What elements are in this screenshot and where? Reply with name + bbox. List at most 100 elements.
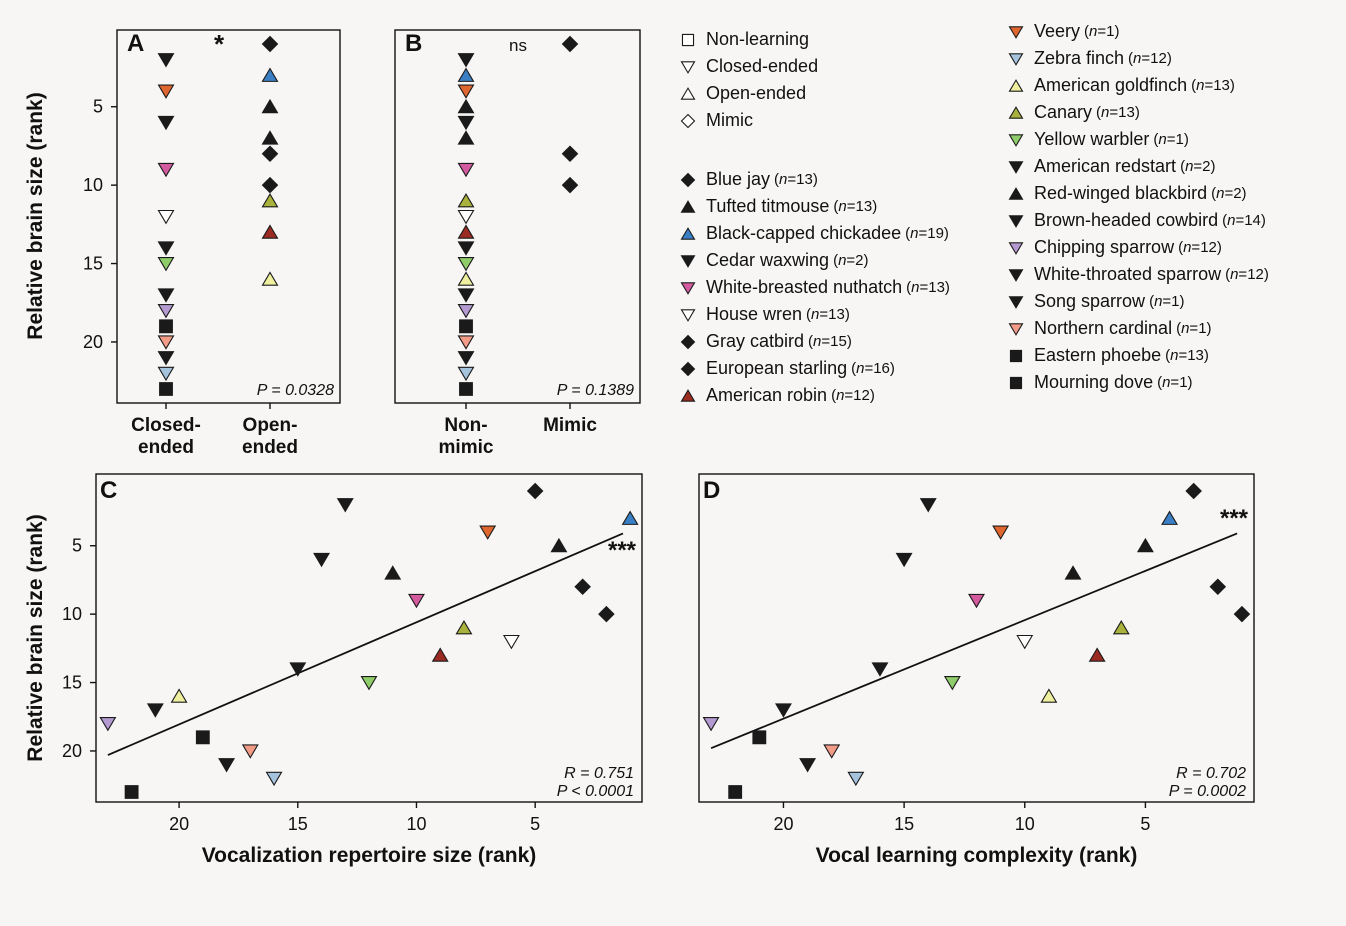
legend-species-name: Gray catbird bbox=[706, 331, 805, 351]
legend-species-tufted_titmouse: Tufted titmouse (n=13) bbox=[680, 193, 950, 220]
legend-sample-size: (n=12) bbox=[1225, 266, 1269, 283]
y-tick-label: 20 bbox=[83, 332, 103, 352]
data-point-mourning_dove bbox=[159, 382, 173, 396]
y-tick-label: 10 bbox=[62, 604, 82, 624]
data-point-chipping_sparrow bbox=[99, 717, 117, 732]
data-point-gray_catbird bbox=[561, 145, 579, 163]
up-marker-icon bbox=[680, 199, 696, 215]
legend-sample-size: (n=13) bbox=[806, 306, 850, 323]
data-point-bh_cowbird bbox=[457, 288, 475, 303]
data-point-rw_blackbird bbox=[1064, 565, 1082, 580]
legend-species-am_redstart: American redstart (n=2) bbox=[1008, 153, 1269, 180]
data-point-chipping_sparrow bbox=[157, 304, 175, 319]
legend-species-name: Eastern phoebe bbox=[1034, 345, 1162, 365]
data-point-am_robin bbox=[261, 224, 279, 239]
legend-species-blue_jay: Blue jay (n=13) bbox=[680, 166, 950, 193]
legend-species-am_goldfinch: American goldfinch (n=13) bbox=[1008, 72, 1269, 99]
legend-sample-size: (n=2) bbox=[833, 252, 869, 269]
legend-type-label: Mimic bbox=[706, 110, 753, 130]
legend-type-label: Non-learning bbox=[706, 29, 810, 49]
data-point-am_robin bbox=[1088, 647, 1106, 662]
legend-sample-size: (n=1) bbox=[1084, 23, 1120, 40]
data-point-song_sparrow bbox=[457, 351, 475, 366]
y-tick-label: 5 bbox=[72, 536, 82, 556]
legend-species-zebra_finch: Zebra finch (n=12) bbox=[1008, 45, 1269, 72]
legend-type-1: Closed-ended bbox=[680, 53, 818, 80]
y-axis-label-top: Relative brain size (rank) bbox=[24, 92, 47, 339]
x-tick-label: 10 bbox=[406, 814, 426, 834]
legend-species-name: Canary bbox=[1034, 102, 1093, 122]
p-value-label: P = 0.0002 bbox=[1169, 783, 1246, 800]
data-point-chipping_sparrow bbox=[702, 717, 720, 732]
data-point-veery bbox=[457, 84, 475, 99]
legend-sample-size: (n=2) bbox=[1211, 185, 1247, 202]
data-point-bh_cowbird bbox=[157, 288, 175, 303]
up-marker-icon bbox=[1008, 78, 1024, 94]
r-value-label: R = 0.702 bbox=[1176, 765, 1246, 782]
panel-C: C 5 10 15 20 20 15 10 5 Vocalization repertoire s… bbox=[62, 473, 643, 867]
data-point-rw_blackbird bbox=[261, 130, 279, 145]
square-marker-icon bbox=[680, 32, 696, 48]
y-tick-label: 20 bbox=[62, 741, 82, 761]
data-point-blue_jay bbox=[561, 35, 579, 53]
data-point-cedar_waxwing bbox=[336, 498, 354, 513]
category-label: ended bbox=[242, 437, 298, 458]
data-point-am_goldfinch bbox=[261, 271, 279, 286]
data-point-yellow_warbler bbox=[157, 256, 175, 272]
up-marker-icon bbox=[680, 388, 696, 404]
data-point-bh_cowbird bbox=[774, 703, 792, 718]
legend-sample-size: (n=19) bbox=[905, 225, 949, 242]
diamond-marker-icon bbox=[680, 113, 696, 129]
down-marker-icon bbox=[1008, 267, 1024, 283]
legend-type-3: Mimic bbox=[680, 107, 818, 134]
data-point-mourning_dove bbox=[459, 382, 473, 396]
y-tick-label: 5 bbox=[93, 97, 103, 117]
p-value-label: P = 0.0328 bbox=[257, 382, 334, 399]
data-point-am_redstart bbox=[895, 552, 913, 568]
diamond-marker-icon bbox=[680, 361, 696, 377]
legend-sample-size: (n=13) bbox=[906, 279, 950, 296]
data-point-eu_starling bbox=[561, 176, 579, 194]
data-point-rw_blackbird bbox=[384, 565, 402, 580]
panel-letter: C bbox=[100, 477, 117, 504]
legend-sample-size: (n=12) bbox=[831, 387, 875, 404]
category-label: Non- bbox=[444, 415, 487, 436]
data-point-canary bbox=[1112, 619, 1130, 635]
x-tick-label: 5 bbox=[1140, 814, 1150, 834]
legend-species-name: White-throated sparrow bbox=[1034, 264, 1222, 284]
diamond-marker-icon bbox=[680, 172, 696, 188]
legend-species-name: House wren bbox=[706, 304, 803, 324]
data-point-wt_sparrow bbox=[457, 241, 475, 256]
data-point-blue_jay bbox=[1185, 482, 1202, 500]
data-point-zebra_finch bbox=[457, 366, 475, 382]
plot-frame bbox=[394, 29, 641, 404]
data-point-bc_chickadee bbox=[261, 67, 279, 82]
data-point-veery bbox=[479, 525, 497, 540]
data-point-veery bbox=[992, 525, 1010, 540]
data-point-cedar_waxwing bbox=[457, 53, 475, 68]
data-point-blue_jay bbox=[526, 482, 544, 500]
down-marker-icon bbox=[1008, 213, 1024, 229]
data-point-gray_catbird bbox=[1209, 578, 1227, 596]
data-point-wb_nuthatch bbox=[968, 593, 985, 609]
x-tick-label: 5 bbox=[530, 814, 540, 834]
data-point-rw_blackbird bbox=[457, 130, 475, 145]
legend-species-chipping_sparrow: Chipping sparrow (n=12) bbox=[1008, 234, 1269, 261]
legend-species-eu_starling: European starling (n=16) bbox=[680, 355, 950, 382]
down-marker-icon bbox=[1008, 51, 1024, 67]
legend-species-mourning_dove: Mourning dove (n=1) bbox=[1008, 369, 1269, 396]
legend-sample-size: (n=12) bbox=[1128, 50, 1172, 67]
legend-sample-size: (n=2) bbox=[1180, 158, 1216, 175]
x-axis-label: Vocal learning complexity (rank) bbox=[816, 844, 1138, 867]
x-axis-label: Vocalization repertoire size (rank) bbox=[202, 844, 537, 867]
up-marker-icon bbox=[1008, 105, 1024, 121]
legend-species-name: Mourning dove bbox=[1034, 372, 1154, 392]
square-marker-icon bbox=[1008, 348, 1024, 364]
legend-species-name: Yellow warbler bbox=[1034, 129, 1150, 149]
legend-species-name: Northern cardinal bbox=[1034, 318, 1173, 338]
panel-letter: D bbox=[703, 477, 720, 504]
data-point-yellow_warbler bbox=[360, 675, 378, 691]
down-marker-icon bbox=[680, 280, 696, 296]
legend-species-wt_sparrow: White-throated sparrow (n=12) bbox=[1008, 261, 1269, 288]
legend-species-bh_cowbird: Brown-headed cowbird (n=14) bbox=[1008, 207, 1269, 234]
